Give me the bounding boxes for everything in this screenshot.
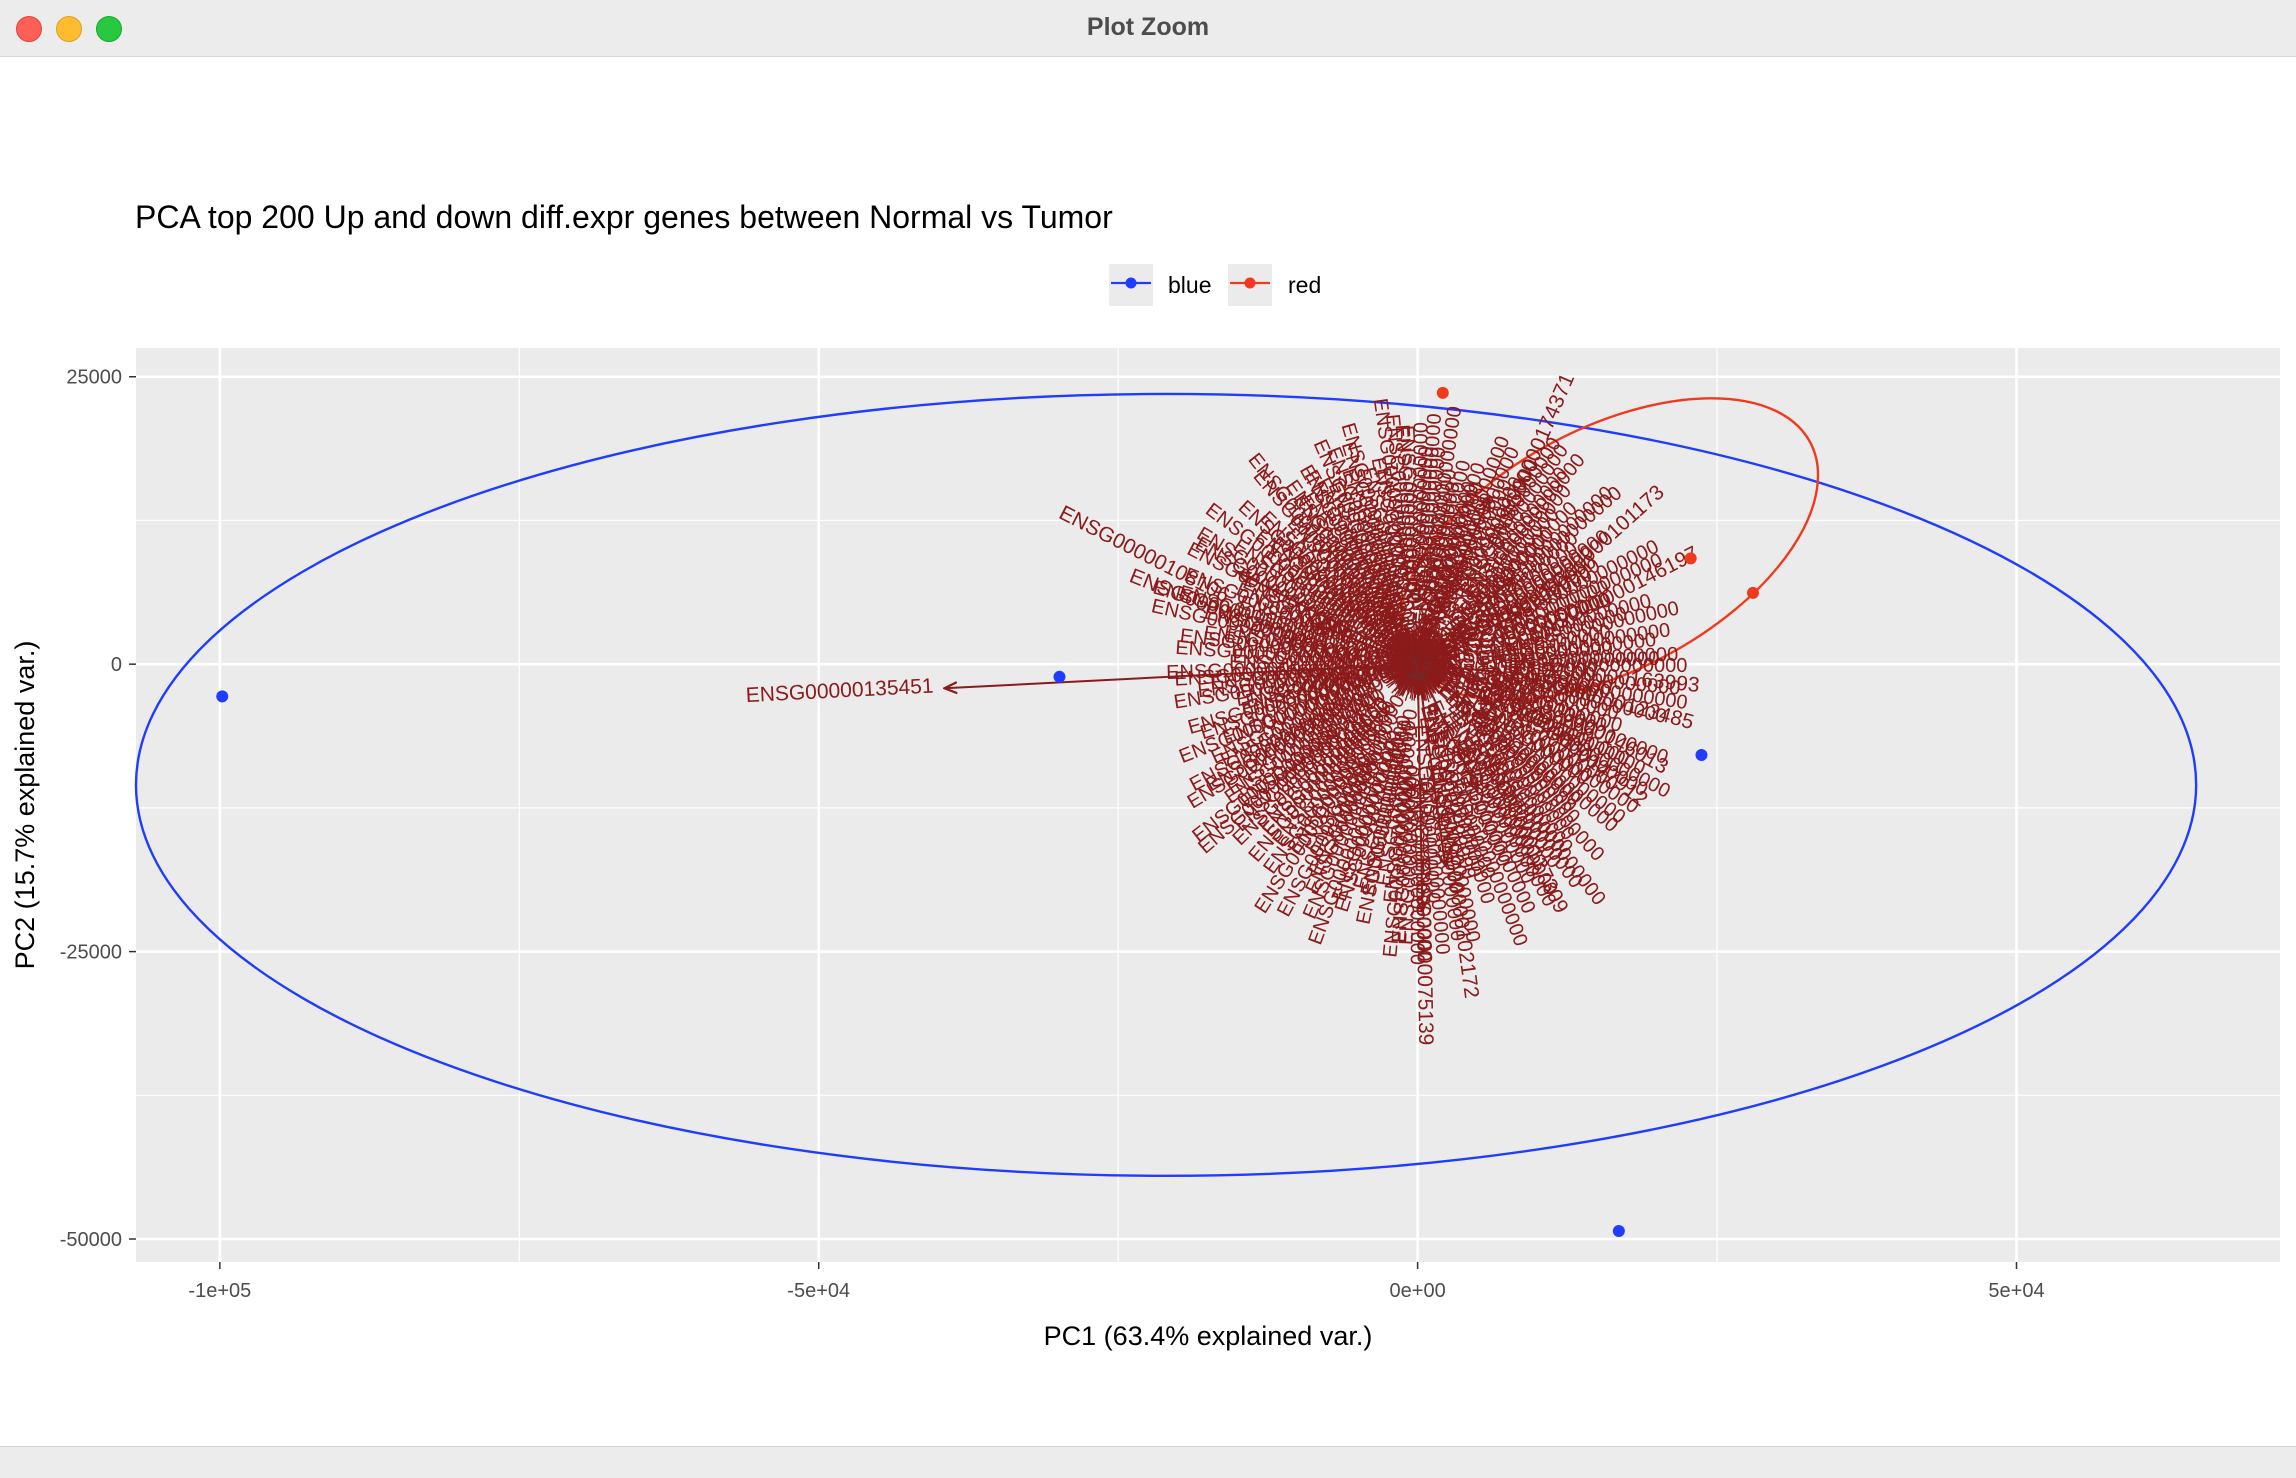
loading-arrow bbox=[1416, 664, 1446, 865]
chart-title: PCA top 200 Up and down diff.expr genes … bbox=[135, 199, 1113, 235]
title-bar[interactable]: Plot Zoom bbox=[0, 0, 2296, 57]
pca-biplot: PCA top 200 Up and down diff.expr genes … bbox=[10, 199, 2280, 1351]
ellipse-blue bbox=[134, 392, 2198, 1177]
y-tick-label: 0 bbox=[111, 654, 122, 676]
grid-lines bbox=[136, 348, 2280, 1262]
legend-label-blue: blue bbox=[1168, 272, 1211, 298]
legend-point-blue bbox=[1125, 277, 1137, 289]
point-red bbox=[1684, 552, 1697, 565]
point-red bbox=[1436, 386, 1449, 399]
loading-arrow bbox=[1416, 663, 1478, 790]
point-blue bbox=[1695, 748, 1708, 761]
loading-arrow bbox=[1416, 578, 1514, 665]
legend-point-red bbox=[1244, 277, 1256, 289]
loading-arrow bbox=[1416, 497, 1490, 665]
loading-origin bbox=[1401, 648, 1434, 681]
plot-panel bbox=[136, 348, 2280, 1262]
x-tick-label: 5e+04 bbox=[1988, 1280, 2044, 1302]
gene-label: ENSG00000000000 bbox=[1406, 786, 1428, 965]
x-axis-label: PC1 (63.4% explained var.) bbox=[1044, 1321, 1373, 1351]
point-blue bbox=[216, 690, 229, 703]
axes: -1e+05 -5e+04 0e+00 5e+04 25000 0 -25000 -50000 bbox=[60, 367, 2045, 1302]
x-tick-label: -5e+04 bbox=[787, 1280, 850, 1302]
gene-label: ENSG00000000000 bbox=[1229, 651, 1408, 676]
legend: blue red bbox=[1109, 264, 1321, 306]
point-blue bbox=[1053, 670, 1066, 683]
gene-label: ENSG00000000000 bbox=[1508, 654, 1687, 677]
legend-label-red: red bbox=[1288, 272, 1321, 298]
x-tick-label: 0e+00 bbox=[1390, 1280, 1446, 1302]
minimize-button[interactable] bbox=[56, 16, 82, 42]
point-red bbox=[1746, 586, 1759, 599]
loading-arrow bbox=[1316, 624, 1418, 666]
window-bottom-edge bbox=[0, 1446, 2296, 1478]
loading-arrow bbox=[1417, 612, 1520, 666]
loading-arrow bbox=[1238, 572, 1419, 666]
point-blue bbox=[1612, 1224, 1625, 1237]
close-button[interactable] bbox=[16, 16, 42, 42]
gene-label: ENSG00000000000 bbox=[1408, 422, 1432, 601]
sample-points bbox=[216, 386, 1759, 1237]
loading-labels: ENSG00000000000ENSG00000000000ENSG000000… bbox=[745, 370, 1702, 1046]
loading-arrow bbox=[944, 663, 1418, 688]
y-tick-label: -25000 bbox=[60, 942, 122, 964]
gene-label: ENSG00000000000 bbox=[1480, 648, 1660, 675]
loading-arrow bbox=[1418, 664, 1423, 911]
gene-label: ENSG00000000000 bbox=[1409, 782, 1435, 962]
maximize-button[interactable] bbox=[96, 16, 122, 42]
gene-label: ENSG00000075139 bbox=[1411, 857, 1438, 1045]
window-title: Plot Zoom bbox=[1086, 13, 1210, 41]
y-tick-label: -50000 bbox=[60, 1229, 122, 1251]
y-axis-label: PC2 (15.7% explained var.) bbox=[10, 641, 40, 970]
loading-arrows bbox=[944, 497, 1519, 911]
x-tick-label: -1e+05 bbox=[188, 1280, 251, 1302]
y-tick-label: 25000 bbox=[66, 367, 122, 389]
